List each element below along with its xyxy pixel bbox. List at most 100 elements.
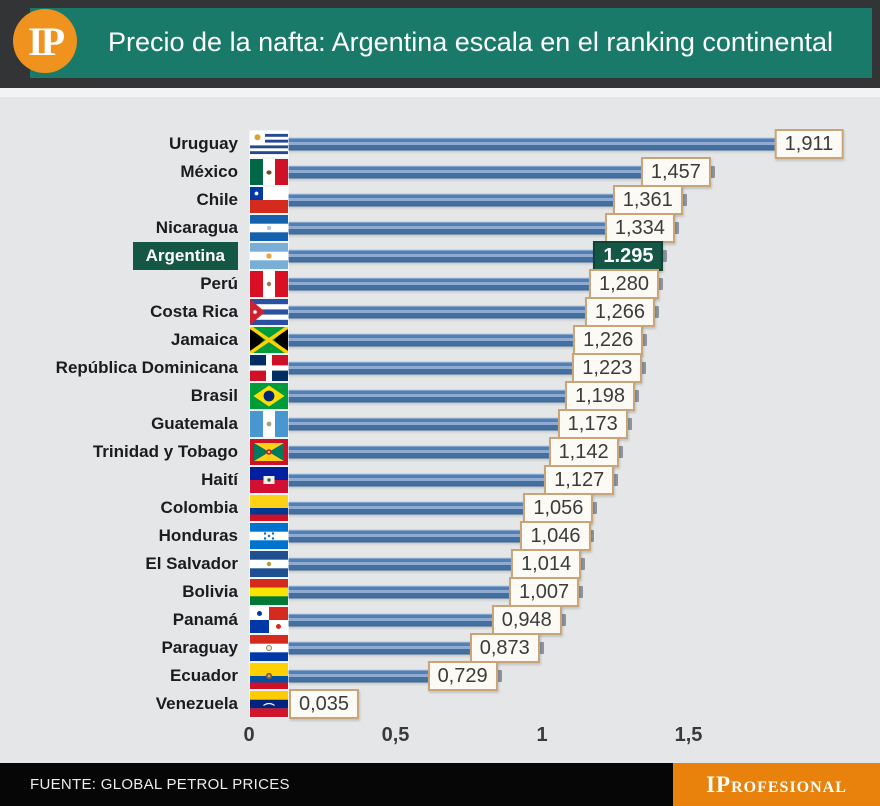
- value-bar: [288, 305, 620, 319]
- country-label: Bolivia: [182, 582, 238, 601]
- chart-rows: Uruguay 1,911 México 1,457 Chile 1,361: [0, 129, 880, 719]
- row-plot-area: 1.295: [244, 241, 880, 271]
- x-axis-tick: 1,5: [674, 724, 703, 746]
- country-label: Guatemala: [151, 414, 238, 433]
- bar-end-tab: [580, 558, 586, 570]
- chart-row: Perú 1,280: [0, 269, 880, 299]
- value-bar: [288, 417, 593, 431]
- header-banner: [30, 8, 872, 78]
- country-label: Paraguay: [161, 638, 238, 657]
- chart-row: República Dominicana 1,223: [0, 353, 880, 383]
- flag-el-salvador-icon: [250, 551, 288, 577]
- country-label: Brasil: [190, 386, 238, 405]
- value-label: 1,127: [544, 465, 615, 495]
- bar-end-tab: [634, 390, 639, 402]
- value-bar: [288, 529, 556, 543]
- row-plot-area: 1,007: [244, 577, 880, 607]
- flag-uruguay-icon: [250, 131, 288, 157]
- country-label: Venezuela: [155, 694, 238, 713]
- chart-row: Jamaica 1,226: [0, 325, 880, 355]
- country-label-cell: Guatemala: [0, 410, 244, 438]
- country-label: Ecuador: [169, 666, 238, 685]
- flag-brasil-icon: [250, 383, 288, 409]
- chart-row: Nicaragua 1,334: [0, 213, 880, 243]
- flag-jamaica-icon: [250, 327, 288, 353]
- value-label: 1,046: [520, 521, 591, 551]
- value-bar: [288, 249, 629, 263]
- flag-mexico-icon: [250, 159, 288, 185]
- country-label: Haití: [201, 470, 238, 489]
- row-plot-area: 1,046: [244, 521, 880, 551]
- chart-row: México 1,457: [0, 157, 880, 187]
- header: IP Precio de la nafta: Argentina escala …: [0, 0, 880, 88]
- bar-end-tab: [626, 418, 632, 430]
- chart-row: Honduras 1,046: [0, 521, 880, 551]
- value-bar: [288, 137, 809, 151]
- row-plot-area: 1,127: [244, 465, 880, 495]
- value-bar: [288, 501, 559, 515]
- country-label-cell: Trinidad y Tobago: [0, 438, 244, 466]
- ip-logo-icon: IP: [13, 9, 77, 73]
- row-plot-area: 1,266: [244, 297, 880, 327]
- row-plot-area: 1,198: [244, 381, 880, 411]
- country-label: República Dominicana: [55, 358, 238, 377]
- chart-row: Guatemala 1,173: [0, 409, 880, 439]
- bar-end-tab: [613, 474, 619, 486]
- bar-end-tab: [653, 306, 659, 318]
- footer: FUENTE: GLOBAL PETROL PRICES IProfesiona…: [0, 763, 880, 806]
- country-label-cell: Costa Rica: [0, 298, 244, 326]
- value-bar: [288, 473, 580, 487]
- value-bar: [288, 669, 463, 683]
- row-plot-area: 1,280: [244, 269, 880, 299]
- flag-trinidad-icon: [250, 439, 288, 465]
- bar-end-tab: [641, 362, 647, 374]
- flag-paraguay-icon: [250, 635, 288, 661]
- value-bar: [288, 585, 545, 599]
- page-title: Precio de la nafta: Argentina escala en …: [108, 26, 833, 57]
- country-label-cell: Paraguay: [0, 634, 244, 662]
- country-label-cell: Haití: [0, 466, 244, 494]
- country-label-cell: Colombia: [0, 494, 244, 522]
- value-label: 0,948: [491, 605, 562, 635]
- brand-logo-text: IProfesional: [706, 771, 847, 797]
- value-label: 1,198: [564, 381, 636, 411]
- flag-guatemala-icon: [250, 411, 288, 437]
- country-label: Uruguay: [169, 134, 238, 153]
- chart-row: Colombia 1,056: [0, 493, 880, 523]
- row-plot-area: 1,361: [244, 185, 880, 215]
- chart-row: Costa Rica 1,266: [0, 297, 880, 327]
- country-label-cell: México: [0, 158, 244, 186]
- x-axis-tick: 0,5: [381, 724, 410, 746]
- flag-colombia-icon: [250, 495, 288, 521]
- country-label: Argentina: [132, 242, 238, 270]
- value-label: 1,223: [572, 353, 643, 383]
- bar-end-tab: [592, 502, 598, 514]
- bar-chart: Uruguay 1,911 México 1,457 Chile 1,361: [0, 97, 880, 763]
- country-label-cell: Argentina: [0, 242, 244, 270]
- value-label: 1.295: [593, 241, 664, 271]
- flag-argentina-icon: [250, 243, 288, 269]
- value-bar: [288, 557, 547, 571]
- value-bar: [288, 445, 584, 459]
- country-label-cell: Nicaragua: [0, 214, 244, 242]
- country-label: Perú: [200, 274, 238, 293]
- row-plot-area: 1,226: [244, 325, 880, 355]
- country-label: Panamá: [172, 610, 238, 629]
- chart-row: Ecuador 0,729: [0, 661, 880, 691]
- flag-venezuela-icon: [250, 691, 288, 717]
- value-label: 1,014: [511, 549, 582, 579]
- bar-end-tab: [560, 614, 566, 626]
- bar-end-tab: [496, 670, 502, 682]
- country-label-cell: Brasil: [0, 382, 244, 410]
- header-divider: [0, 88, 880, 97]
- value-label: 1,266: [584, 297, 655, 327]
- country-label-cell: Uruguay: [0, 130, 244, 158]
- bar-end-tab: [673, 222, 679, 234]
- row-plot-area: 1,056: [244, 493, 880, 523]
- country-label-cell: Bolivia: [0, 578, 244, 606]
- chart-row: El Salvador 1,014: [0, 549, 880, 579]
- row-plot-area: 0,873: [244, 633, 880, 663]
- country-label-cell: Panamá: [0, 606, 244, 634]
- value-bar: [288, 361, 608, 375]
